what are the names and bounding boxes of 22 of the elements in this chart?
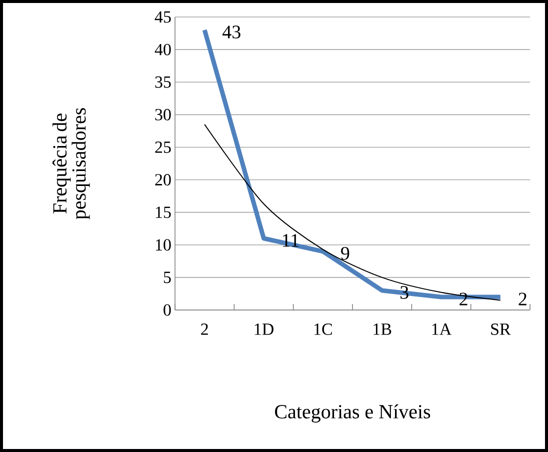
y-axis-title: Frequêcia de pesquisadores (52, 108, 90, 220)
y-tick-label: 10 (156, 239, 171, 251)
y-tick-label: 30 (155, 108, 171, 120)
data-label: 2 (460, 292, 468, 306)
data-label: 2 (518, 292, 526, 306)
x-tick-label: 2 (201, 324, 208, 335)
y-tick-label: 0 (164, 304, 171, 316)
data-label: 9 (341, 247, 350, 260)
y-tick-label: 45 (154, 11, 171, 23)
y-tick-label: 25 (155, 142, 171, 153)
y-tick-label: 35 (155, 76, 171, 88)
x-tick-label: 1A (432, 324, 452, 335)
y-tick-label: 40 (154, 44, 171, 56)
x-axis-title: Categorias e Níveis (275, 404, 430, 423)
y-tick-label: 20 (155, 174, 171, 186)
x-tick-label: 1D (254, 324, 274, 335)
y-tick-label: 5 (164, 272, 171, 284)
data-label: 43 (222, 26, 240, 38)
x-tick-label: 1C (314, 324, 332, 335)
x-tick-label: 1B (374, 324, 392, 335)
x-tick-label: SR (491, 324, 511, 335)
y-tick-label: 15 (156, 206, 171, 218)
